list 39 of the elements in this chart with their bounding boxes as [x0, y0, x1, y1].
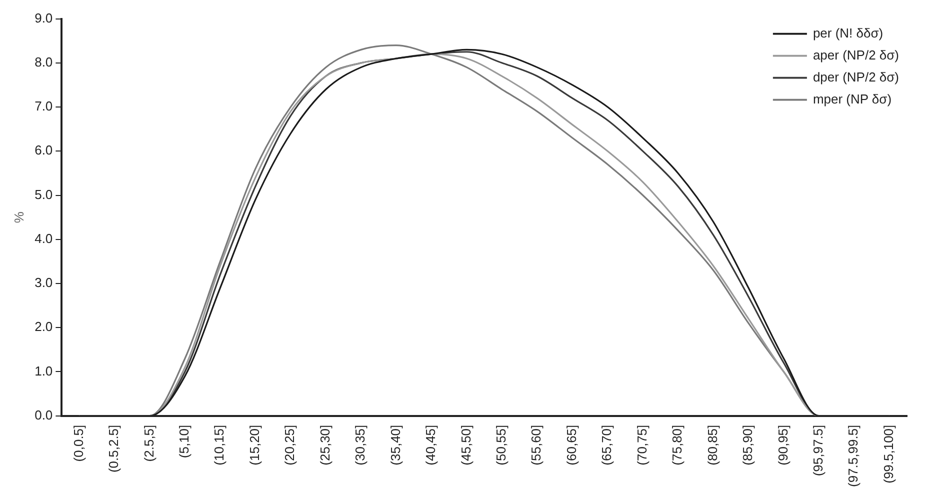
x-tick-label: (80,85] [704, 424, 720, 466]
x-tick-label: (10,15] [212, 424, 227, 466]
y-tick-label: 2.0 [34, 319, 53, 334]
y-tick-label: 8.0 [34, 54, 53, 70]
x-tick-label: (95,97.5] [810, 424, 826, 476]
legend-label: mper (NP δσ) [812, 91, 892, 106]
y-tick-label: 7.0 [34, 98, 53, 114]
y-tick-label: 9.0 [34, 10, 53, 26]
x-tick-label: (45,50] [458, 424, 474, 466]
x-tick-label: (0.5,2.5] [106, 424, 122, 473]
legend-label: dper (NP/2 δσ) [812, 69, 899, 84]
x-tick-label: (50,55] [494, 424, 509, 466]
y-tick-label: 1.0 [34, 363, 53, 378]
x-tick-label: (35,40] [388, 424, 403, 466]
x-tick-label: (97.5,99.5] [846, 424, 861, 487]
x-tick-label: (65,70] [599, 424, 614, 466]
y-tick-label: 3.0 [34, 275, 53, 290]
x-tick-label: (5,10] [176, 424, 192, 458]
y-tick-label: 6.0 [34, 142, 53, 158]
y-axis-title: % [11, 211, 26, 224]
x-tick-label: (99.5,100] [880, 424, 896, 484]
x-tick-label: (75,80] [670, 424, 685, 466]
y-tick-label: 5.0 [34, 186, 53, 202]
x-tick-label: (40,45] [423, 424, 438, 466]
legend-label: per (N! δδσ) [812, 25, 884, 40]
x-tick-label: (20,25] [282, 424, 298, 466]
x-tick-label: (70,75] [634, 424, 650, 466]
x-tick-label: (25,30] [317, 424, 332, 466]
y-tick-label: 4.0 [34, 230, 53, 246]
x-tick-label: (55,60] [528, 424, 544, 466]
x-tick-label: (0,0.5] [70, 424, 86, 462]
x-tick-label: (30,35] [352, 424, 368, 466]
legend-label: aper (NP/2 δσ) [812, 47, 899, 62]
x-tick-label: (60,65] [564, 424, 579, 466]
y-tick-label: 0.0 [34, 407, 53, 422]
x-tick-label: (85,90] [740, 424, 756, 466]
x-tick-label: (90,95] [775, 424, 790, 466]
x-tick-label: (15,20] [246, 424, 262, 466]
x-tick-label: (2.5,5] [141, 424, 156, 462]
